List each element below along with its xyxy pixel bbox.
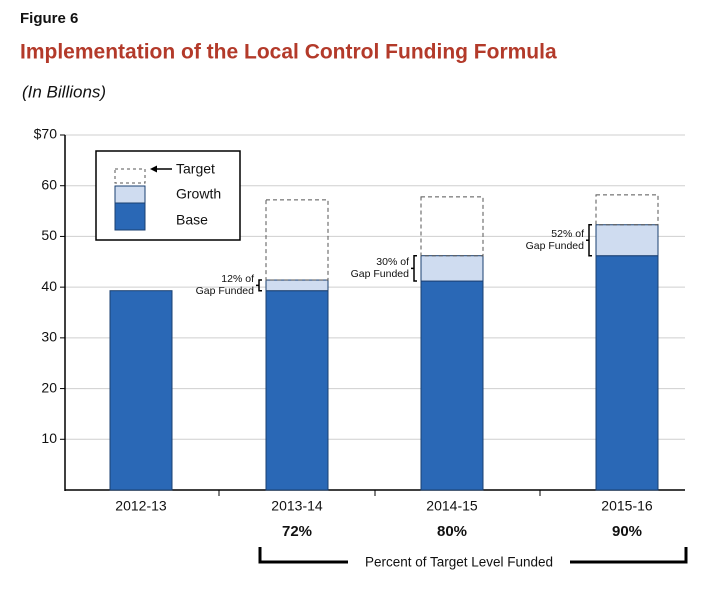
percent-bracket: Percent of Target Level Funded bbox=[258, 547, 688, 571]
figure-label: Figure 6 bbox=[20, 10, 78, 27]
legend-label: Growth bbox=[176, 186, 221, 202]
percent-funded-label: Percent of Target Level Funded bbox=[365, 555, 553, 570]
gap-label: Gap Funded bbox=[196, 285, 255, 297]
legend-arrowhead bbox=[150, 165, 157, 173]
gap-bracket bbox=[588, 224, 592, 257]
x-tick-label: 2012-13 bbox=[115, 498, 167, 514]
percent-funded: 72% bbox=[282, 523, 312, 540]
legend-swatch-target bbox=[114, 168, 146, 184]
bar-target bbox=[420, 196, 484, 257]
gap-label: 30% of bbox=[376, 256, 409, 268]
bar-base bbox=[595, 255, 659, 491]
gap-bracket bbox=[258, 279, 262, 292]
bar-base bbox=[420, 280, 484, 491]
legend-label: Target bbox=[176, 161, 215, 177]
bar-target bbox=[595, 194, 659, 226]
bar-target bbox=[265, 199, 329, 281]
x-tick-label: 2013-14 bbox=[271, 498, 323, 514]
y-tick-label: 10 bbox=[41, 430, 57, 446]
y-tick-label: $70 bbox=[34, 126, 58, 142]
gap-label: Gap Funded bbox=[351, 268, 410, 280]
y-tick-label: 60 bbox=[41, 176, 57, 192]
bar-growth bbox=[265, 279, 329, 292]
legend-swatch-base bbox=[114, 202, 146, 231]
gap-label: 52% of bbox=[551, 228, 584, 240]
bar-growth bbox=[595, 224, 659, 257]
y-tick-label: 50 bbox=[41, 227, 57, 243]
bar-base bbox=[265, 290, 329, 491]
bar-growth bbox=[420, 255, 484, 282]
x-tick-label: 2015-16 bbox=[601, 498, 653, 514]
y-tick-label: 40 bbox=[41, 278, 57, 294]
gap-bracket bbox=[413, 254, 417, 282]
y-tick-label: 20 bbox=[41, 379, 57, 395]
x-tick-label: 2014-15 bbox=[426, 498, 478, 514]
legend-entries: Target Growth Base bbox=[114, 161, 221, 231]
y-tick-label: 30 bbox=[41, 329, 57, 345]
chart-title: Implementation of the Local Control Fund… bbox=[20, 41, 557, 64]
gap-label: 12% of bbox=[221, 273, 254, 285]
percent-funded: 80% bbox=[437, 523, 467, 540]
percent-funded: 90% bbox=[612, 523, 642, 540]
bar-base bbox=[109, 290, 173, 491]
gap-label: Gap Funded bbox=[526, 240, 585, 252]
chart-subtitle: (In Billions) bbox=[22, 82, 106, 101]
legend-swatch-growth bbox=[114, 185, 146, 204]
legend-label: Base bbox=[176, 212, 208, 228]
